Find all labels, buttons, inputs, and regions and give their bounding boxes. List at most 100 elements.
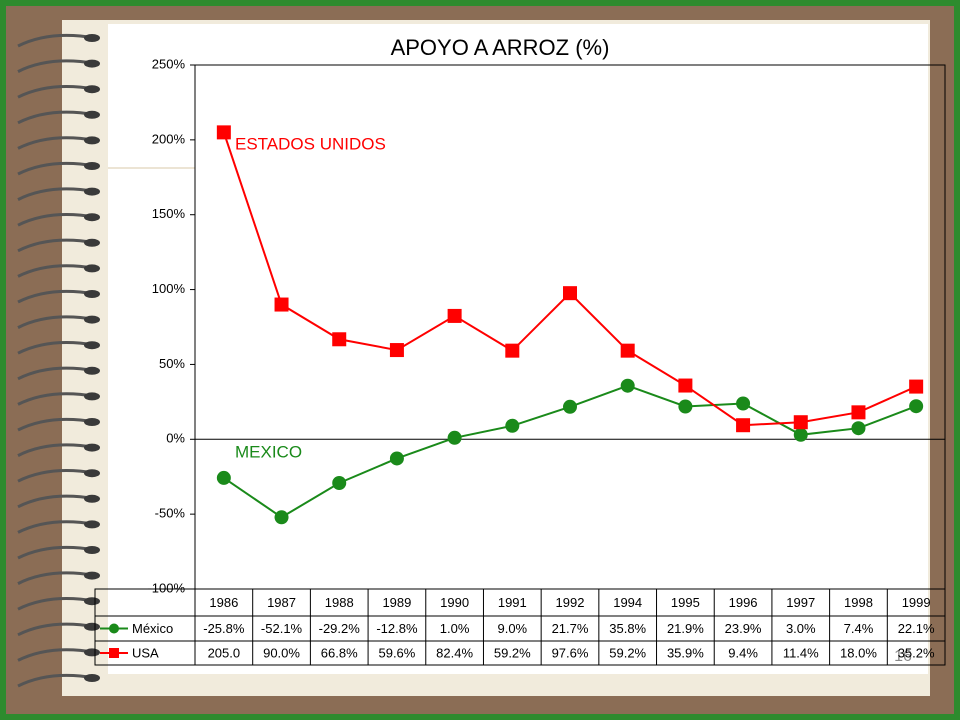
- value-label: -29.2%: [319, 621, 361, 636]
- x-tick-label: 1990: [440, 595, 469, 610]
- x-tick-label: 1995: [671, 595, 700, 610]
- marker: [216, 125, 231, 140]
- value-label: 11.4%: [783, 645, 819, 660]
- marker: [447, 308, 462, 323]
- marker: [274, 297, 289, 312]
- value-label: 59.2%: [609, 645, 646, 660]
- annotation: MEXICO: [235, 442, 302, 461]
- spiral-hole: [84, 341, 100, 350]
- spiral-hole: [84, 571, 100, 580]
- marker: [389, 343, 404, 358]
- value-label: 205.0: [208, 645, 241, 660]
- value-label: 3.0%: [786, 621, 816, 636]
- spiral-hole: [84, 443, 100, 452]
- spiral-hole: [84, 520, 100, 529]
- spiral-hole: [84, 648, 100, 657]
- x-tick-label: 1987: [267, 595, 296, 610]
- y-tick-label: 150%: [152, 206, 186, 221]
- marker: [216, 470, 231, 485]
- marker: [563, 399, 577, 414]
- legend-marker: [109, 648, 119, 658]
- spiral-hole: [84, 59, 100, 68]
- spiral-hole: [84, 238, 100, 247]
- x-tick-label: 1999: [902, 595, 931, 610]
- value-label: 35.8%: [609, 621, 646, 636]
- spiral-hole: [84, 469, 100, 478]
- spiral-hole: [84, 315, 100, 324]
- marker: [678, 378, 693, 393]
- marker: [909, 379, 924, 394]
- value-label: 18.0%: [840, 645, 877, 660]
- spiral-hole: [84, 136, 100, 145]
- legend-label: USA: [132, 645, 159, 660]
- page-number: 16: [894, 648, 912, 665]
- marker: [505, 418, 520, 433]
- spiral-hole: [84, 418, 100, 426]
- x-tick-label: 1989: [382, 595, 411, 610]
- spiral-hole: [84, 494, 100, 503]
- value-label: 82.4%: [436, 645, 473, 660]
- spiral-hole: [84, 622, 100, 631]
- value-label: 7.4%: [844, 621, 874, 636]
- value-label: 66.8%: [321, 645, 358, 660]
- spiral-hole: [84, 674, 100, 682]
- value-label: 35.2%: [898, 645, 935, 660]
- spiral-hole: [84, 392, 100, 401]
- value-label: 97.6%: [552, 645, 589, 660]
- marker: [274, 510, 289, 525]
- value-label: -25.8%: [203, 621, 245, 636]
- x-tick-label: 1997: [786, 595, 815, 610]
- x-tick-label: 1996: [729, 595, 758, 610]
- spiral-binding: [17, 33, 100, 688]
- marker: [620, 343, 635, 358]
- x-tick-label: 1994: [613, 595, 642, 610]
- spiral-hole: [84, 34, 100, 42]
- value-label: 59.6%: [378, 645, 415, 660]
- spiral-hole: [84, 213, 100, 222]
- x-tick-label: 1991: [498, 595, 527, 610]
- marker: [736, 418, 751, 433]
- spiral-hole: [84, 597, 100, 606]
- marker: [678, 399, 693, 414]
- value-label: 90.0%: [263, 645, 300, 660]
- value-label: -52.1%: [261, 621, 303, 636]
- marker: [736, 396, 751, 411]
- x-tick-label: 1992: [556, 595, 585, 610]
- marker: [851, 421, 866, 436]
- marker: [389, 451, 404, 466]
- spiral-hole: [84, 187, 100, 196]
- legend-label: México: [132, 621, 173, 636]
- marker: [447, 430, 462, 445]
- marker: [793, 415, 808, 430]
- y-tick-label: 100%: [152, 281, 186, 296]
- value-label: -12.8%: [376, 621, 418, 636]
- y-tick-label: -100%: [147, 580, 185, 595]
- value-label: 9.4%: [728, 645, 758, 660]
- x-tick-label: 1988: [325, 595, 354, 610]
- spiral-hole: [84, 366, 100, 375]
- value-label: 35.9%: [667, 645, 704, 660]
- value-label: 22.1%: [898, 621, 935, 636]
- marker: [563, 286, 577, 301]
- value-label: 21.7%: [552, 621, 589, 636]
- marker: [332, 476, 347, 491]
- spiral-hole: [84, 546, 100, 554]
- y-tick-label: 250%: [152, 56, 186, 71]
- marker: [332, 332, 347, 347]
- value-label: 1.0%: [440, 621, 470, 636]
- y-tick-label: 200%: [152, 131, 186, 146]
- spiral-hole: [84, 290, 100, 298]
- spiral-hole: [84, 110, 100, 119]
- value-label: 9.0%: [497, 621, 527, 636]
- chart-title: APOYO A ARROZ (%): [391, 35, 610, 60]
- spiral-hole: [84, 264, 100, 273]
- spiral-hole: [84, 85, 100, 94]
- x-tick-label: 1998: [844, 595, 873, 610]
- annotation: ESTADOS UNIDOS: [235, 134, 386, 153]
- value-label: 21.9%: [667, 621, 704, 636]
- x-tick-label: 1986: [209, 595, 238, 610]
- marker: [620, 378, 635, 393]
- y-tick-label: -50%: [155, 506, 186, 521]
- marker: [851, 405, 866, 420]
